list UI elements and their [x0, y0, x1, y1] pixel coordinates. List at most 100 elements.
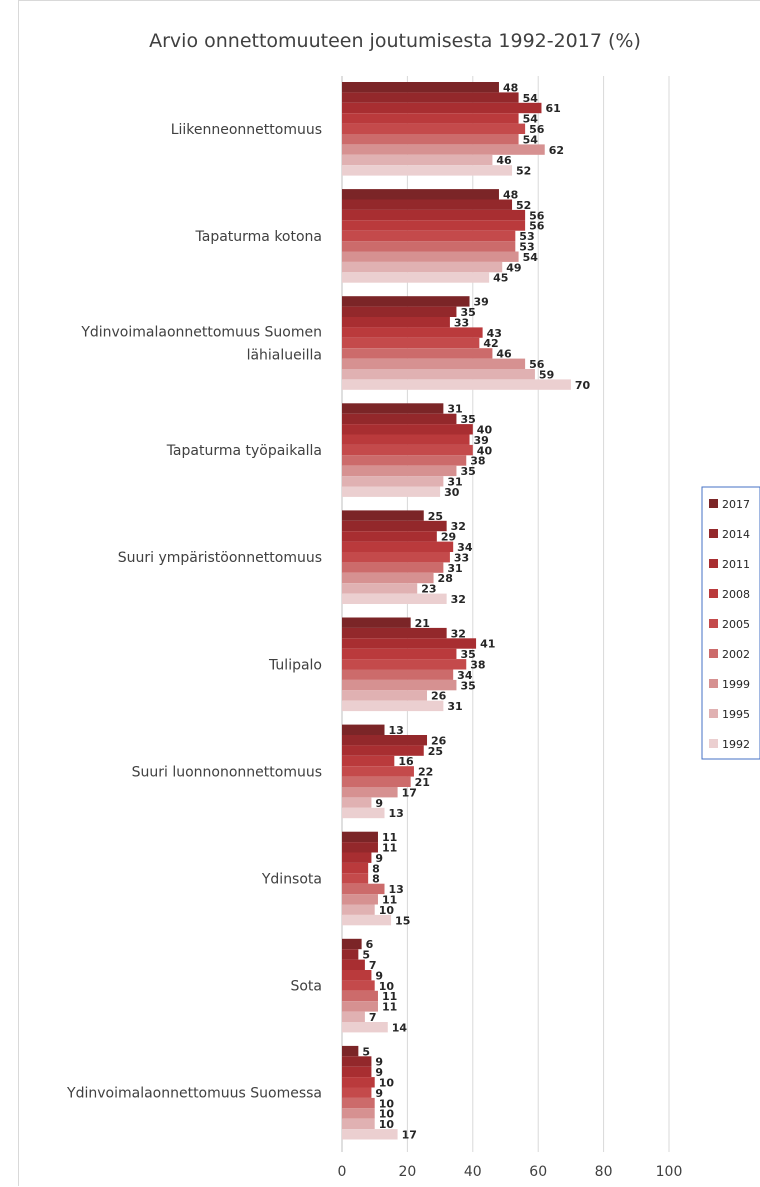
data-label: 21 — [415, 617, 430, 630]
bar — [342, 510, 424, 521]
data-label: 11 — [382, 990, 397, 1003]
bar — [342, 486, 441, 497]
bar — [342, 959, 365, 970]
bar — [342, 465, 457, 477]
x-axis: 0 20 40 60 80 100 — [338, 1164, 683, 1180]
data-label: 13 — [389, 724, 404, 737]
data-label: 30 — [444, 486, 460, 499]
data-label: 6 — [366, 938, 374, 951]
data-label: 9 — [375, 1056, 383, 1069]
data-label: 25 — [428, 510, 443, 523]
data-label: 29 — [441, 531, 456, 544]
legend-swatch — [709, 619, 718, 628]
bar — [342, 873, 369, 884]
category-label: Ydinsota — [261, 872, 322, 888]
data-label: 10 — [379, 1108, 395, 1121]
bar — [342, 776, 411, 787]
bar — [342, 1108, 375, 1119]
legend-label: 1999 — [722, 678, 750, 691]
data-label: 9 — [375, 852, 383, 865]
data-labels: 4854615456546246524852565653535449453935… — [362, 81, 590, 1141]
bar — [342, 134, 519, 145]
bar — [342, 583, 418, 594]
bar — [342, 154, 493, 166]
bar — [342, 102, 542, 114]
data-label: 34 — [457, 541, 473, 554]
bar — [342, 1087, 372, 1098]
data-label: 5 — [362, 949, 370, 962]
data-label: 17 — [402, 1129, 417, 1142]
bar — [342, 914, 392, 926]
category-label: Suuri ympäristöonnettomuus — [118, 550, 322, 566]
data-label: 59 — [539, 368, 554, 381]
data-label: 10 — [379, 1097, 395, 1110]
data-label: 49 — [506, 261, 521, 274]
data-label: 35 — [460, 306, 475, 319]
data-label: 7 — [369, 1011, 377, 1024]
data-label: 54 — [523, 251, 539, 264]
data-label: 56 — [529, 358, 545, 371]
bar — [342, 690, 428, 701]
data-label: 33 — [454, 551, 469, 564]
data-label: 48 — [503, 81, 518, 94]
bar — [342, 476, 444, 487]
data-label: 8 — [372, 862, 380, 875]
bar — [342, 317, 450, 328]
bar — [342, 745, 424, 756]
data-label: 31 — [447, 476, 462, 489]
bar — [342, 296, 470, 307]
data-label: 52 — [516, 165, 531, 178]
data-label: 35 — [460, 648, 475, 661]
bar — [342, 648, 457, 660]
bar — [342, 562, 444, 573]
data-label: 56 — [529, 209, 545, 222]
legend-label: 2005 — [722, 618, 750, 631]
bar — [342, 209, 526, 221]
data-label: 32 — [451, 520, 466, 533]
data-label: 48 — [503, 189, 518, 202]
legend-label: 2017 — [722, 498, 750, 511]
bar — [342, 337, 480, 349]
bar — [342, 638, 477, 649]
data-label: 52 — [516, 199, 531, 212]
bar — [342, 852, 372, 863]
data-label: 26 — [431, 734, 447, 747]
bar — [342, 617, 411, 628]
bar — [342, 261, 503, 273]
category-label: Ydinvoimalaonnettomuus Suomen lähialueill… — [80, 325, 322, 364]
bar — [342, 1066, 372, 1078]
data-label: 54 — [523, 113, 539, 126]
bar — [342, 938, 362, 950]
bar — [342, 369, 535, 380]
data-label: 11 — [382, 1001, 397, 1014]
data-label: 11 — [382, 831, 397, 844]
legend-label: 1992 — [722, 738, 750, 751]
bar — [342, 82, 499, 93]
bar — [342, 1077, 375, 1088]
data-label: 35 — [460, 679, 475, 692]
bar — [342, 970, 372, 981]
bar — [342, 627, 447, 639]
bar — [342, 1022, 388, 1033]
legend-label: 1995 — [722, 708, 750, 721]
x-tick-label: 0 — [338, 1164, 347, 1180]
bar — [342, 444, 473, 456]
bar — [342, 894, 378, 905]
bar — [342, 1001, 378, 1012]
bar — [342, 990, 378, 1002]
x-tick-label: 100 — [656, 1164, 683, 1180]
bar — [342, 1011, 365, 1022]
data-label: 23 — [421, 583, 436, 596]
bar — [342, 572, 434, 584]
data-label: 26 — [431, 690, 447, 703]
data-label: 43 — [487, 327, 502, 340]
data-label: 22 — [418, 766, 433, 779]
bar — [342, 552, 450, 563]
data-label: 10 — [379, 904, 395, 917]
data-label: 8 — [372, 873, 380, 886]
legend-label: 2014 — [722, 528, 750, 541]
data-label: 25 — [428, 745, 443, 758]
bar — [342, 700, 444, 712]
data-label: 35 — [460, 413, 475, 426]
data-label: 38 — [470, 455, 485, 468]
